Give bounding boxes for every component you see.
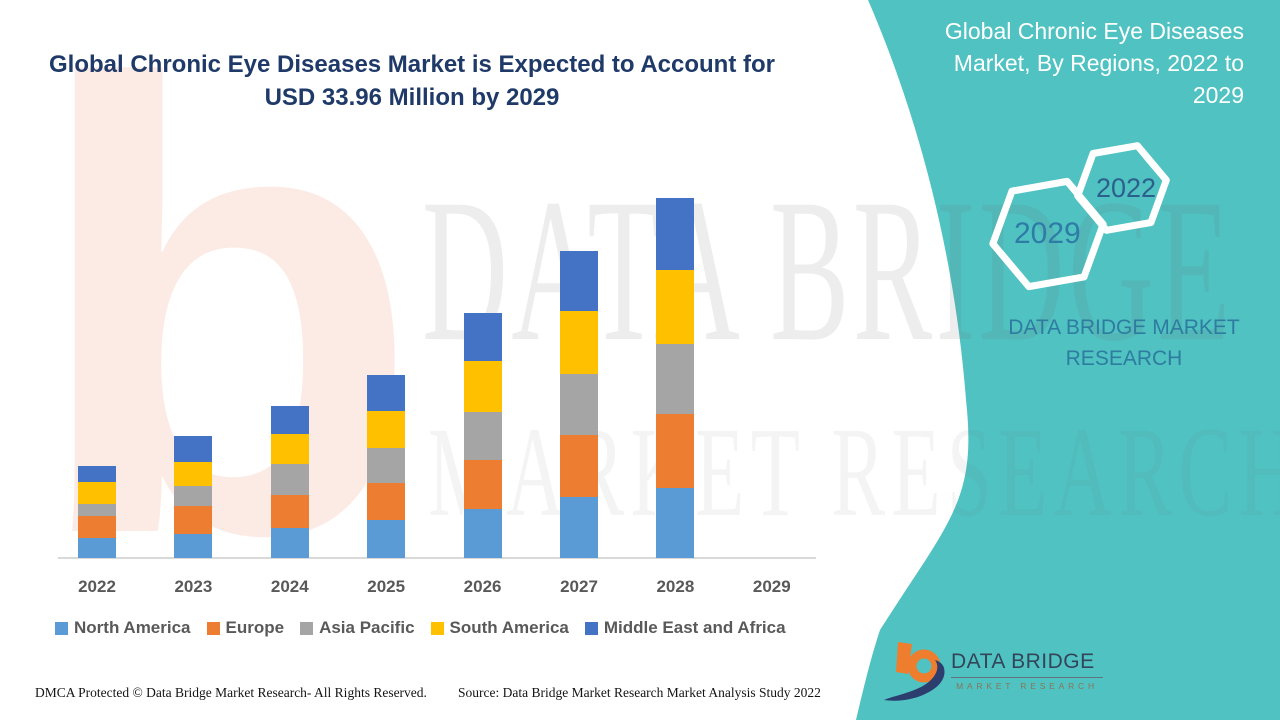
hexagon-2022-label: 2022 bbox=[1096, 173, 1157, 203]
bar-segment-2028-north-america bbox=[656, 488, 695, 558]
legend-item-asia-pacific: Asia Pacific bbox=[300, 618, 415, 638]
bar-segment-2026-middle-east-and-africa bbox=[463, 313, 502, 361]
legend-swatch-middle-east-and-africa bbox=[584, 621, 598, 635]
bar-segment-2025-asia-pacific bbox=[367, 448, 406, 483]
logo-text-block: DATA BRIDGE MARKET RESEARCH bbox=[951, 650, 1103, 691]
legend-label-asia-pacific: Asia Pacific bbox=[319, 618, 415, 637]
bar-segment-2025-south-america bbox=[367, 411, 406, 448]
legend-label-north-america: North America bbox=[74, 618, 191, 637]
bar-segment-2024-south-america bbox=[270, 434, 309, 464]
x-axis-label-2023: 2023 bbox=[174, 577, 213, 596]
legend-label-middle-east-and-africa: Middle East and Africa bbox=[603, 618, 786, 637]
teal-panel-path bbox=[856, 0, 1280, 720]
x-axis-label-2025: 2025 bbox=[367, 577, 406, 596]
legend-item-south-america: South America bbox=[430, 618, 569, 638]
bar-segment-2022-europe bbox=[78, 516, 116, 538]
x-axis-label-2028: 2028 bbox=[656, 577, 695, 596]
bar-segment-2026-north-america bbox=[463, 509, 502, 558]
dmca-copyright-text: DMCA Protected © Data Bridge Market Rese… bbox=[35, 685, 427, 700]
data-bridge-logo: DATA BRIDGE MARKET RESEARCH bbox=[883, 636, 1113, 708]
bar-segment-2028-south-america bbox=[656, 270, 695, 344]
logo-subtitle-text: MARKET RESEARCH bbox=[956, 681, 1098, 691]
page-title: Global Chronic Eye Diseases Market is Ex… bbox=[42, 48, 782, 114]
brand-wordmark-line2: RESEARCH bbox=[1065, 347, 1183, 370]
side-panel-title-line2: Market, By Regions, 2022 to bbox=[953, 50, 1244, 76]
legend-swatch-asia-pacific bbox=[300, 621, 314, 635]
bar-segment-2024-middle-east-and-africa bbox=[270, 406, 309, 434]
data-bridge-logo-icon bbox=[884, 642, 945, 701]
bar-segment-2026-asia-pacific bbox=[463, 412, 502, 460]
brand-wordmark: DATA BRIDGE MARKET RESEARCH bbox=[1000, 312, 1248, 374]
bar-segment-2024-asia-pacific bbox=[270, 464, 309, 495]
logo-swoosh bbox=[884, 660, 945, 701]
bar-segment-2028-middle-east-and-africa bbox=[656, 198, 695, 270]
bar-segment-2026-europe bbox=[463, 460, 502, 509]
bar-segment-2027-europe bbox=[560, 435, 598, 497]
chart-legend: North America Europe Asia Pacific South Ame… bbox=[55, 618, 786, 638]
page-title-line1: Global Chronic Eye Diseases Market is Ex… bbox=[49, 51, 775, 78]
bar-segment-2022-middle-east-and-africa bbox=[78, 466, 116, 482]
legend-item-north-america: North America bbox=[55, 618, 191, 638]
source-citation-text: Source: Data Bridge Market Research Mark… bbox=[458, 685, 821, 700]
legend-label-south-america: South America bbox=[449, 618, 569, 637]
hexagon-2029-outline bbox=[989, 177, 1107, 291]
bar-segment-2028-europe bbox=[656, 414, 695, 488]
bar-segment-2027-south-america bbox=[560, 311, 598, 374]
x-axis-label-2027: 2027 bbox=[560, 577, 598, 596]
logo-name-text: DATA BRIDGE bbox=[951, 650, 1103, 678]
legend-swatch-europe bbox=[206, 621, 220, 635]
bar-segment-2023-north-america bbox=[174, 534, 213, 558]
bar-segment-2025-middle-east-and-africa bbox=[367, 375, 406, 411]
x-axis-line bbox=[58, 557, 816, 559]
bar-segment-2023-europe bbox=[174, 506, 213, 534]
bar-segment-2028-asia-pacific bbox=[656, 344, 695, 414]
bar-segment-2023-asia-pacific bbox=[174, 486, 213, 506]
hexagon-2029-label: 2029 bbox=[1014, 217, 1081, 250]
brand-wordmark-line1: DATA BRIDGE MARKET bbox=[1008, 316, 1240, 339]
side-panel-title: Global Chronic Eye Diseases Market, By R… bbox=[904, 15, 1244, 111]
bar-segment-2027-north-america bbox=[560, 497, 598, 558]
bar-segment-2024-europe bbox=[270, 495, 309, 528]
year-hexagons bbox=[989, 142, 1170, 291]
x-axis-label-2029: 2029 bbox=[752, 577, 791, 596]
bar-segment-2022-asia-pacific bbox=[78, 504, 116, 516]
legend-swatch-south-america bbox=[430, 621, 444, 635]
bar-segment-2022-north-america bbox=[78, 538, 116, 558]
legend-label-europe: Europe bbox=[225, 618, 285, 637]
bar-segment-2023-south-america bbox=[174, 462, 213, 486]
bar-segment-2026-south-america bbox=[463, 361, 502, 412]
x-axis-label-2026: 2026 bbox=[463, 577, 502, 596]
bar-segment-2025-north-america bbox=[367, 520, 406, 558]
bar-segment-2023-middle-east-and-africa bbox=[174, 436, 213, 462]
page-title-line2: USD 33.96 Million by 2029 bbox=[264, 84, 560, 111]
legend-item-europe: Europe bbox=[206, 618, 285, 638]
logo-b-bowl bbox=[907, 649, 941, 683]
side-panel-title-line3: 2029 bbox=[1192, 82, 1244, 108]
bar-segment-2022-south-america bbox=[78, 482, 116, 504]
bar-segment-2027-middle-east-and-africa bbox=[560, 251, 598, 311]
x-axis-label-2022: 2022 bbox=[78, 577, 116, 596]
side-panel-title-line1: Global Chronic Eye Diseases bbox=[944, 18, 1244, 44]
bar-segment-2025-europe bbox=[367, 483, 406, 520]
bar-segment-2024-north-america bbox=[270, 528, 309, 558]
legend-swatch-north-america bbox=[55, 621, 68, 635]
x-axis-label-2024: 2024 bbox=[270, 577, 309, 596]
legend-item-middle-east-and-africa: Middle East and Africa bbox=[584, 618, 786, 638]
bar-segment-2027-asia-pacific bbox=[560, 374, 598, 435]
